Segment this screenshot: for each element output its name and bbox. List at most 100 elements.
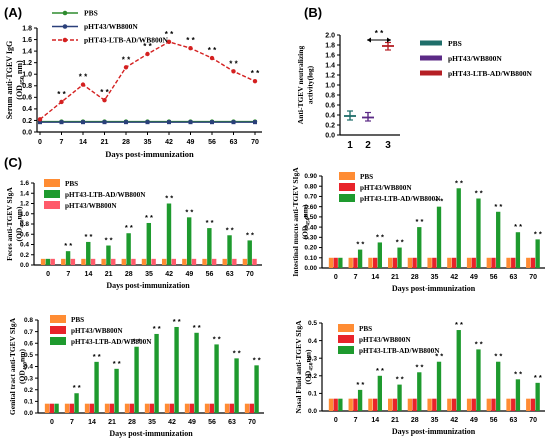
data-point <box>123 65 129 70</box>
y-tick-label: 0.0 <box>308 408 317 415</box>
significance-mark: * * <box>475 339 483 348</box>
bar <box>81 258 86 265</box>
bar <box>254 365 259 413</box>
bar <box>333 398 338 411</box>
significance-mark: * * <box>57 90 66 99</box>
bar <box>141 258 147 265</box>
significance-mark: * * <box>165 30 174 39</box>
x-tick-label: 14 <box>85 271 93 278</box>
bar <box>111 258 116 265</box>
bar <box>353 257 358 268</box>
bar <box>535 239 540 268</box>
y-tick-label: 1.6 <box>20 180 29 187</box>
bar <box>432 257 437 268</box>
y-tick-label: 0.50 <box>304 214 317 221</box>
bar <box>84 403 90 413</box>
bar <box>506 257 511 268</box>
significance-mark: * * <box>105 236 113 245</box>
y-tick-label: 0.0 <box>20 262 29 269</box>
x-axis-label: Days post-immunization <box>105 149 194 159</box>
panel-label-c: (C) <box>4 155 22 170</box>
significance-mark: * * <box>79 73 88 82</box>
y-tick-label: 0.70 <box>304 194 317 201</box>
significance-mark: * * <box>206 218 214 227</box>
x-tick-label: 7 <box>66 271 70 278</box>
bar <box>476 198 481 268</box>
y-tick-label: 0.3 <box>308 355 317 362</box>
bar <box>530 257 536 268</box>
bar <box>506 398 511 411</box>
y-tick-label: 0.2 <box>308 373 317 380</box>
bar <box>207 228 212 265</box>
bar <box>134 346 139 413</box>
bar <box>511 398 516 411</box>
y-tick-label: 1.8 <box>325 42 335 49</box>
y-tick-label: 0.00 <box>304 265 317 272</box>
significance-mark: * * <box>143 42 152 51</box>
serum-igg-line-chart: 0.0 0.2 0.4 0.6 0.8 1.0 1.2 1.4 1.6 1.8 0 7 14 21 28 35… <box>5 9 262 159</box>
legend-label: PBS <box>84 9 98 18</box>
x-axis-label: Days post-immunization <box>392 427 476 436</box>
bar <box>101 258 106 265</box>
bar <box>61 258 66 265</box>
x-tick-label: 63 <box>230 139 238 146</box>
x-tick-label: 7 <box>70 419 74 426</box>
bar <box>526 257 531 268</box>
x-axis-label: Days post-immunization <box>109 429 193 438</box>
data-point <box>253 120 257 125</box>
significance-mark: * * <box>376 366 384 375</box>
x-tick-label: 42 <box>450 274 458 281</box>
genital-tract-siga-bar-chart: 0.0 0.1 0.2 0.3 0.4 0.5 0.6 0.7 0.8 0 7 * * 14 * * 21 *… <box>8 315 264 438</box>
y-tick-label: 0.5 <box>24 352 33 359</box>
data-point <box>231 120 236 125</box>
bar <box>202 258 207 265</box>
bar <box>348 257 353 268</box>
significance-mark: * * <box>100 88 109 97</box>
x-tick-label: 49 <box>470 417 478 424</box>
bar <box>456 188 461 268</box>
y-tick-label: 0.0 <box>325 132 335 139</box>
bar <box>511 257 516 268</box>
bar <box>209 403 214 413</box>
significance-mark: * * <box>494 202 502 211</box>
x-tick-label: 63 <box>510 417 518 424</box>
bar <box>249 403 254 413</box>
y-tick-label: 0.20 <box>304 245 317 252</box>
significance-mark: * * <box>455 320 463 329</box>
significance-mark: * * <box>376 232 384 241</box>
bar <box>171 258 177 265</box>
bar <box>491 398 496 411</box>
x-tick-label: 56 <box>206 271 214 278</box>
bar <box>407 257 413 268</box>
y-tick-label: 0.8 <box>22 83 32 90</box>
bar <box>106 245 111 265</box>
significance-mark: * * <box>514 222 522 231</box>
bar <box>227 235 232 265</box>
y-tick-label: 0.30 <box>304 235 317 242</box>
x-tick-label: 0 <box>50 419 54 426</box>
y-tick-label: 1.4 <box>22 48 32 55</box>
data-point <box>102 120 107 125</box>
data-point <box>231 69 236 74</box>
significance-mark: * * <box>435 352 443 361</box>
bar <box>49 403 54 413</box>
x-tick-label: 21 <box>108 419 116 426</box>
x-tick-label: 7 <box>354 417 358 424</box>
bar <box>368 257 373 268</box>
bar <box>491 257 496 268</box>
x-tick-label: 56 <box>208 419 216 426</box>
y-tick-label: 0.6 <box>22 95 32 102</box>
bar <box>466 398 472 411</box>
bar <box>417 372 422 411</box>
bar <box>247 240 252 265</box>
y-tick-label: 0.10 <box>304 255 317 262</box>
bar <box>328 398 334 411</box>
bar <box>234 358 239 413</box>
bar <box>451 257 457 268</box>
y-tick-label: 0.8 <box>325 92 335 99</box>
significance-mark: * * <box>193 323 201 332</box>
legend-swatch <box>338 324 354 332</box>
bar <box>357 389 363 411</box>
bar <box>94 361 99 413</box>
y-axis-label: Intestinal mucus anti-TGEV SIgA(OD450nm) <box>291 167 312 277</box>
